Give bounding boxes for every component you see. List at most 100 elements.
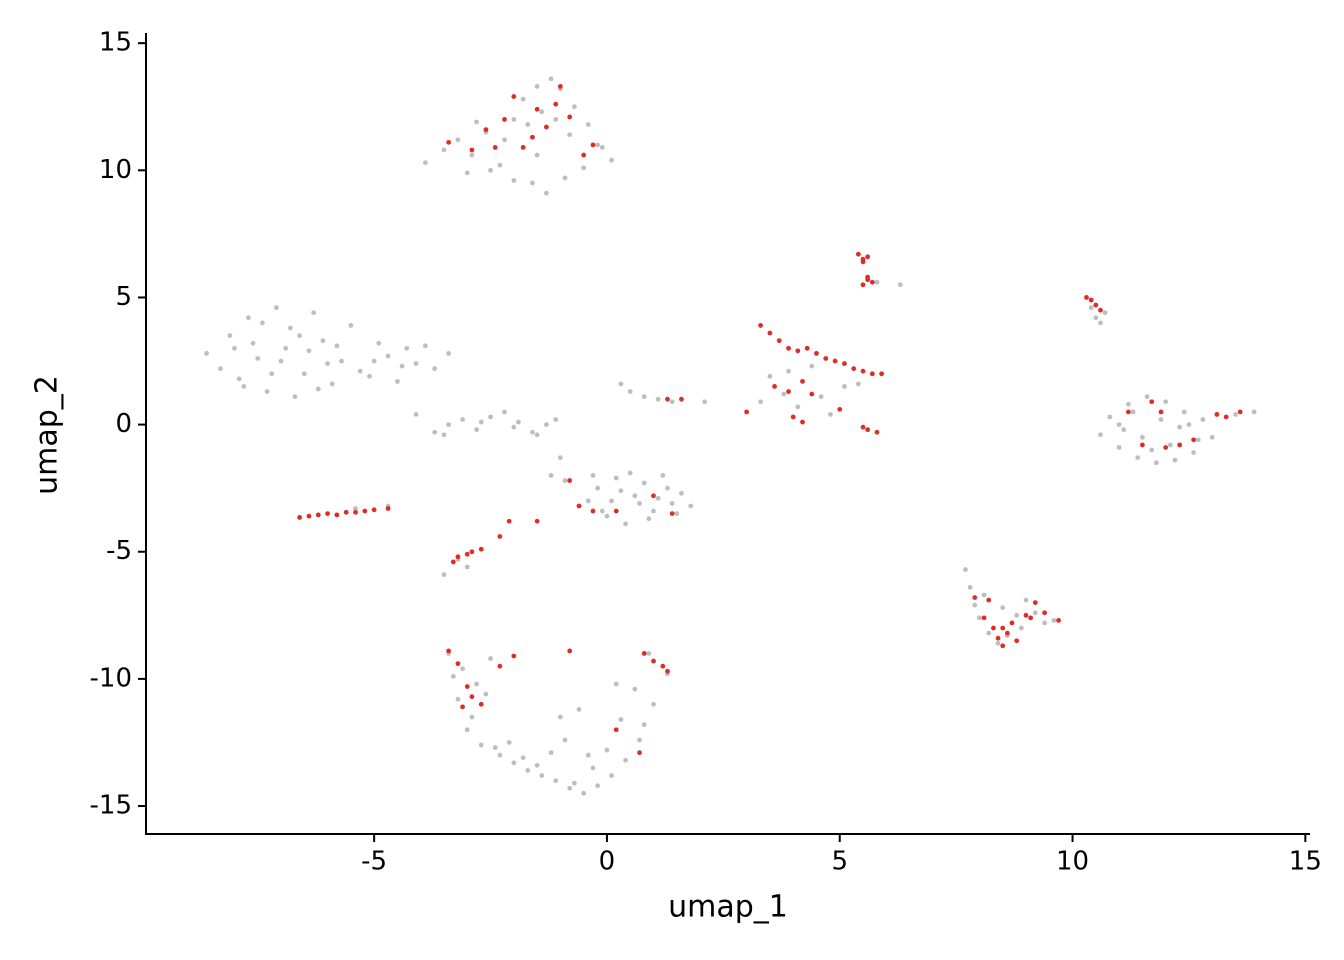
point (786, 345, 791, 351)
point (1149, 399, 1155, 405)
y-tick-label: 15 (99, 28, 132, 58)
point (357, 368, 363, 374)
point (241, 384, 247, 389)
point (581, 790, 587, 796)
point (1135, 455, 1141, 461)
point (981, 615, 987, 621)
point (758, 323, 763, 328)
point (865, 254, 871, 260)
point (1195, 437, 1201, 443)
point (1139, 434, 1145, 440)
point (651, 508, 656, 514)
point (1032, 600, 1038, 605)
point (599, 508, 605, 514)
point (1209, 434, 1215, 440)
point (571, 780, 577, 786)
point (553, 417, 559, 422)
point (809, 363, 815, 369)
y-tick-label: 10 (99, 155, 132, 185)
point (464, 551, 470, 557)
point (665, 668, 670, 674)
point (488, 656, 493, 661)
point (627, 389, 633, 394)
point (790, 414, 796, 420)
point (809, 391, 815, 397)
point (530, 180, 535, 186)
point (618, 488, 624, 494)
y-tick-label: -10 (90, 663, 132, 693)
point (306, 348, 312, 354)
point (613, 727, 619, 733)
point (995, 635, 1001, 641)
point (804, 345, 810, 351)
point (599, 145, 605, 150)
point (963, 567, 968, 572)
point (278, 358, 284, 364)
point (441, 432, 447, 438)
point (455, 554, 461, 560)
point (1191, 437, 1196, 443)
point (492, 145, 498, 150)
point (399, 363, 405, 369)
point (287, 325, 293, 331)
point (464, 564, 470, 570)
point (972, 595, 978, 600)
point (585, 752, 591, 758)
point (1042, 620, 1048, 626)
point (464, 170, 470, 176)
point (236, 376, 242, 382)
point (651, 493, 656, 499)
point (1130, 409, 1136, 415)
point (474, 427, 479, 433)
point (590, 142, 596, 148)
point (474, 119, 479, 125)
point (1158, 417, 1164, 422)
point (655, 495, 661, 501)
point (1163, 445, 1169, 450)
point (800, 378, 805, 384)
point (1186, 422, 1192, 427)
point (651, 658, 656, 664)
point (585, 122, 591, 127)
point (483, 691, 489, 697)
point (874, 279, 880, 285)
point (446, 351, 452, 356)
point (292, 394, 298, 400)
point (1093, 302, 1099, 308)
point (353, 506, 358, 511)
point (469, 549, 475, 555)
point (511, 117, 517, 122)
point (567, 785, 573, 791)
point (860, 424, 866, 430)
point (497, 752, 503, 758)
point (525, 768, 531, 773)
point (609, 498, 614, 504)
point (1153, 460, 1159, 466)
point (702, 399, 708, 405)
point (828, 412, 833, 417)
point (446, 648, 452, 654)
point (297, 515, 303, 520)
point (1102, 310, 1108, 316)
point (1200, 417, 1206, 422)
point (315, 386, 321, 392)
point (842, 361, 847, 366)
point (814, 351, 819, 356)
point (553, 101, 559, 107)
point (301, 371, 307, 377)
point (1018, 625, 1024, 631)
y-tick-label: -15 (90, 791, 132, 821)
point (520, 755, 526, 761)
point (469, 152, 475, 158)
point (1191, 450, 1196, 455)
point (534, 152, 540, 158)
point (744, 409, 750, 415)
point (874, 429, 880, 435)
point (646, 651, 652, 656)
point (548, 76, 554, 82)
point (311, 310, 317, 316)
point (776, 338, 782, 344)
point (450, 673, 456, 679)
point (1172, 457, 1178, 463)
